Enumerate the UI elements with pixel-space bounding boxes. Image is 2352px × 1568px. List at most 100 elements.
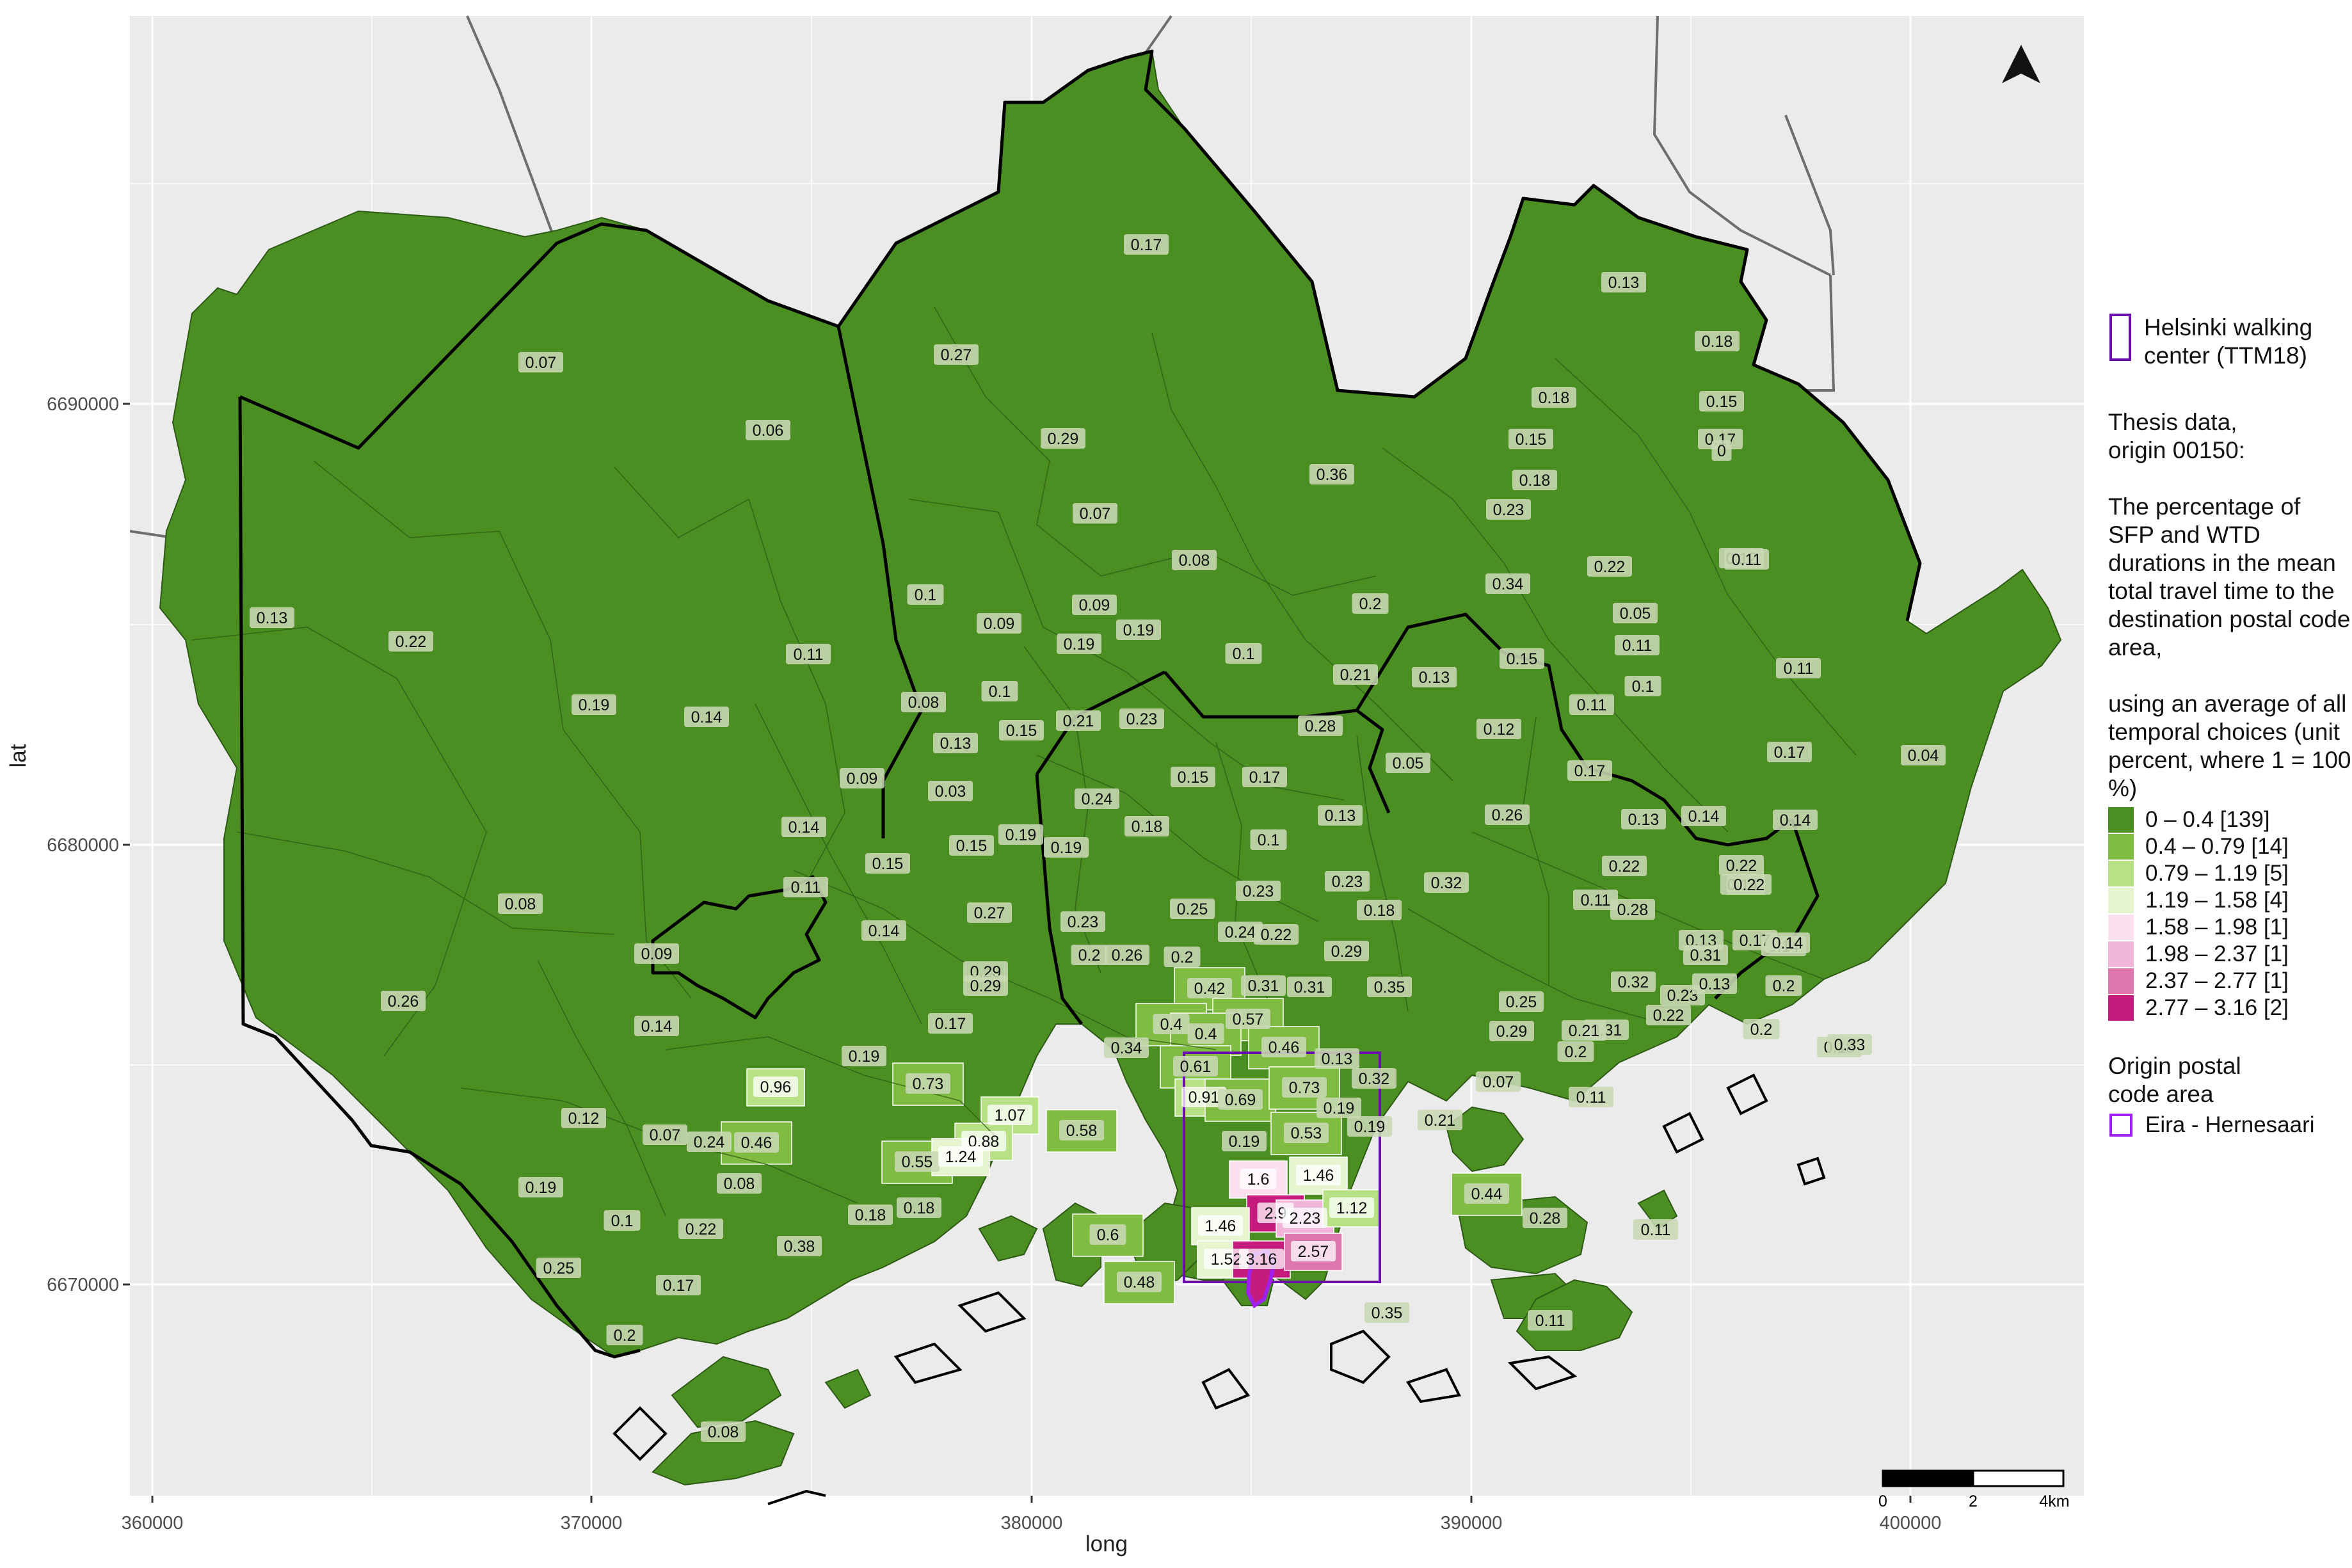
area-value-label: 0.69 xyxy=(1218,1089,1263,1110)
svg-text:0.21: 0.21 xyxy=(1063,712,1094,730)
walking-center-label: Helsinki walking center (TTM18) xyxy=(2144,314,2313,369)
area-value-label: 0.35 xyxy=(1364,1302,1409,1323)
svg-text:0.11: 0.11 xyxy=(1732,551,1762,569)
legend-class-swatch xyxy=(2108,888,2134,913)
area-value-label: 0.14 xyxy=(1765,932,1810,953)
area-value-label: 0.28 xyxy=(1523,1208,1567,1228)
svg-text:0.17: 0.17 xyxy=(1131,236,1162,254)
scale-bar: 0 2 4km xyxy=(1878,1469,2070,1510)
svg-text:0.15: 0.15 xyxy=(872,855,904,873)
svg-text:0.14: 0.14 xyxy=(691,708,723,726)
svg-text:0.29: 0.29 xyxy=(1331,943,1363,961)
area-value-label: 0.29 xyxy=(1324,941,1369,961)
area-value-label: 0.34 xyxy=(1485,573,1530,594)
area-value-label: 0.2 xyxy=(1071,945,1108,965)
area-value-label: 0.96 xyxy=(753,1076,798,1097)
area-value-label: 0.22 xyxy=(1254,924,1299,945)
area-value-label: 0.4 xyxy=(1187,1023,1224,1044)
area-value-label: 0.24 xyxy=(687,1132,732,1152)
legend-class-swatch xyxy=(2108,861,2134,886)
area-value-label: 0.08 xyxy=(498,893,543,914)
area-value-label: 0.19 xyxy=(998,824,1043,845)
area-value-label: 0.08 xyxy=(717,1173,762,1194)
svg-text:0.18: 0.18 xyxy=(1364,902,1395,920)
area-value-label: 2.57 xyxy=(1291,1241,1336,1261)
legend-class-2: 0.79 – 1.19 [5] xyxy=(2108,860,2351,887)
svg-text:0.17: 0.17 xyxy=(1774,744,1805,762)
svg-text:0.57: 0.57 xyxy=(1233,1011,1264,1028)
area-value-label: 0.44 xyxy=(1464,1183,1509,1204)
area-value-label: 0.31 xyxy=(1241,975,1286,996)
legend-class-0: 0 – 0.4 [139] xyxy=(2108,806,2351,833)
svg-text:0.13: 0.13 xyxy=(257,609,288,627)
svg-text:0.03: 0.03 xyxy=(935,783,966,801)
area-value-label: 0.57 xyxy=(1226,1009,1270,1029)
svg-text:1.24: 1.24 xyxy=(945,1148,977,1166)
area-value-label: 0.15 xyxy=(999,720,1044,740)
svg-text:0.25: 0.25 xyxy=(1506,993,1537,1011)
svg-text:2.57: 2.57 xyxy=(1298,1243,1329,1261)
svg-text:0.14: 0.14 xyxy=(868,922,900,940)
svg-text:0.19: 0.19 xyxy=(1229,1133,1260,1151)
svg-text:0.29: 0.29 xyxy=(970,977,1002,995)
area-value-label: 0.11 xyxy=(786,644,831,664)
svg-text:0.12: 0.12 xyxy=(1484,721,1515,739)
svg-text:0.28: 0.28 xyxy=(1305,717,1336,735)
svg-text:0.11: 0.11 xyxy=(1622,637,1652,655)
svg-text:0.22: 0.22 xyxy=(396,633,427,651)
area-value-label: 0.19 xyxy=(1044,837,1089,858)
area-value-label: 0.06 xyxy=(746,420,790,440)
area-value-label: 0.15 xyxy=(1171,767,1215,787)
svg-text:0.09: 0.09 xyxy=(984,615,1015,633)
island-east-1 xyxy=(1445,1106,1524,1172)
area-value-label: 0.24 xyxy=(1218,922,1263,942)
svg-text:0.22: 0.22 xyxy=(1609,858,1640,876)
area-value-label: 0.05 xyxy=(1613,603,1658,623)
area-value-label: 0.2 xyxy=(606,1325,643,1345)
island-south-2 xyxy=(978,1215,1038,1262)
area-value-label: 0.18 xyxy=(897,1197,941,1218)
scale-label-0: 0 xyxy=(1878,1492,1887,1510)
area-value-label: 0.25 xyxy=(536,1258,581,1278)
svg-text:0.32: 0.32 xyxy=(1618,973,1649,991)
svg-text:0.17: 0.17 xyxy=(935,1015,966,1033)
area-value-label: 0.13 xyxy=(250,607,294,628)
svg-text:0.24: 0.24 xyxy=(1082,790,1113,808)
svg-text:0.21: 0.21 xyxy=(1569,1022,1600,1040)
area-value-label: 0.22 xyxy=(1719,855,1764,876)
area-value-label: 0.14 xyxy=(861,920,906,941)
area-value-label: 0.4 xyxy=(1153,1014,1190,1034)
area-value-label: 0.11 xyxy=(1569,1087,1613,1107)
legend-class-7: 2.77 – 3.16 [2] xyxy=(2108,995,2351,1021)
area-value-label: 0.09 xyxy=(977,613,1021,634)
svg-text:0.15: 0.15 xyxy=(1507,650,1538,668)
area-value-label: 0.29 xyxy=(1041,428,1085,449)
svg-text:0.38: 0.38 xyxy=(784,1238,815,1256)
area-value-label: 0.22 xyxy=(678,1219,723,1239)
y-axis-title: lat xyxy=(6,744,31,767)
area-value-label: 0.19 xyxy=(1222,1131,1267,1151)
svg-text:0.35: 0.35 xyxy=(1374,979,1405,996)
area-value-label: 0.34 xyxy=(1104,1037,1149,1058)
legend-class-label: 0.79 – 1.19 [5] xyxy=(2145,861,2289,886)
area-value-label: 0.22 xyxy=(388,631,433,652)
svg-text:0.24: 0.24 xyxy=(1225,924,1256,941)
legend-class-label: 1.58 – 1.98 [1] xyxy=(2145,915,2289,940)
svg-text:0.1: 0.1 xyxy=(611,1212,634,1230)
svg-text:0.08: 0.08 xyxy=(724,1175,755,1193)
area-value-label: 0.09 xyxy=(634,943,679,964)
area-value-label: 1.6 xyxy=(1240,1169,1277,1189)
area-value-label: 0.08 xyxy=(701,1421,746,1442)
area-value-label: 0.15 xyxy=(1500,648,1544,669)
area-value-label: 0.19 xyxy=(1316,1098,1361,1118)
legend-class-label: 0 – 0.4 [139] xyxy=(2145,807,2270,832)
svg-text:0.55: 0.55 xyxy=(902,1153,933,1171)
legend-origin-title: Origin postal code area xyxy=(2108,1053,2241,1107)
svg-text:0.23: 0.23 xyxy=(1493,501,1524,519)
area-value-label: 0.23 xyxy=(1486,499,1531,520)
area-value-label: 0.13 xyxy=(1601,272,1646,292)
legend-walking-center: Helsinki walking center (TTM18) xyxy=(2108,314,2351,370)
area-value-label: 0.11 xyxy=(1633,1219,1678,1240)
area-value-label: 0.28 xyxy=(1298,716,1343,736)
area-value-label: 0.19 xyxy=(842,1046,886,1066)
